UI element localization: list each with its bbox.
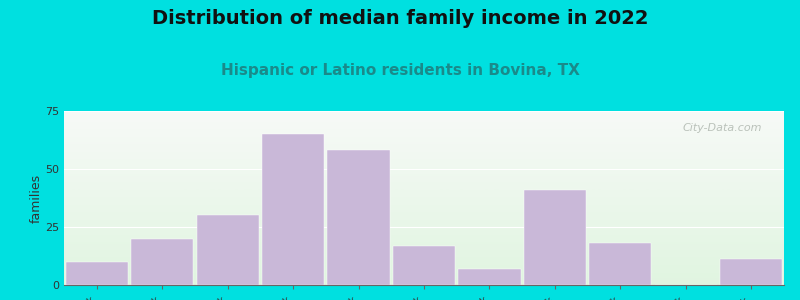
Bar (327, 150, 390, 285)
Bar (590, 243, 651, 285)
Bar (524, 190, 586, 285)
Text: City-Data.com: City-Data.com (683, 123, 762, 133)
Bar (197, 215, 258, 285)
Bar (66, 262, 128, 285)
Bar (393, 246, 455, 285)
Bar (262, 134, 324, 285)
Bar (131, 238, 194, 285)
Bar (720, 260, 782, 285)
Y-axis label: families: families (30, 173, 42, 223)
Bar (458, 269, 521, 285)
Text: Hispanic or Latino residents in Bovina, TX: Hispanic or Latino residents in Bovina, … (221, 63, 579, 78)
Text: Distribution of median family income in 2022: Distribution of median family income in … (152, 9, 648, 28)
